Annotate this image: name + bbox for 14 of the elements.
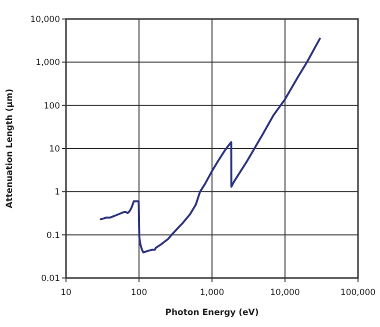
y-tick-label: 0.1 — [46, 230, 60, 241]
y-tick-label: 0.01 — [41, 274, 60, 284]
y-tick-label: 10 — [49, 144, 60, 154]
x-tick-label: 1,000 — [200, 288, 224, 298]
y-tick-label: 1,000 — [36, 58, 60, 68]
x-tick-label: 100 — [130, 288, 148, 298]
x-tick-label: 10,000 — [270, 288, 300, 298]
x-axis-title: Photon Energy (eV) — [165, 308, 259, 318]
y-axis-title: Attenuation Length (µm) — [5, 88, 15, 208]
y-tick-label: 1 — [54, 188, 60, 198]
x-tick-label: 100,000 — [340, 288, 376, 298]
y-tick-label: 10,000 — [30, 14, 60, 25]
y-tick-label: 100 — [44, 101, 60, 112]
x-tick-label: 10 — [60, 288, 72, 298]
